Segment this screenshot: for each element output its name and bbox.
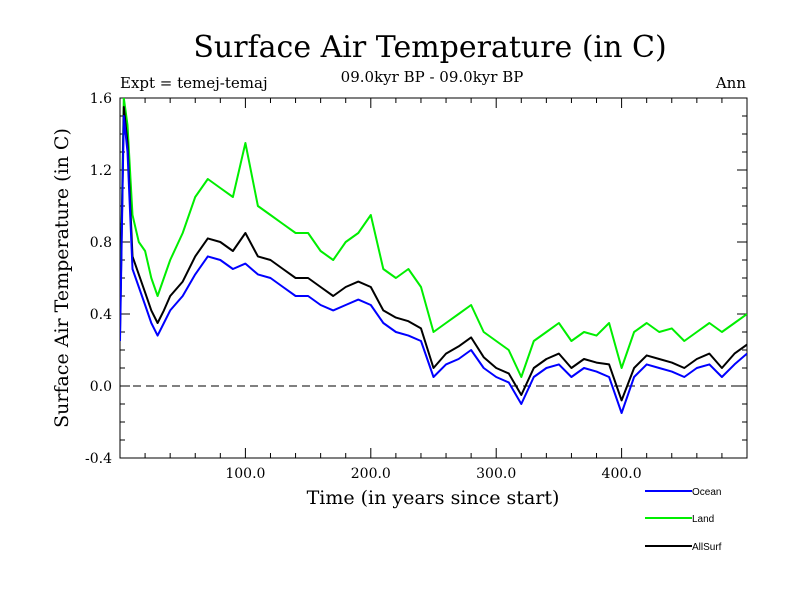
x-tick-label: 300.0 — [476, 466, 516, 482]
chart-subtitle: 09.0kyr BP - 09.0kyr BP — [341, 68, 524, 86]
y-tick-label: 0.0 — [90, 379, 112, 395]
experiment-label: Expt = temej-temaj — [120, 74, 268, 92]
chart-title: Surface Air Temperature (in C) — [193, 30, 666, 65]
series-line-allsurf — [120, 106, 747, 402]
y-tick-label: 0.8 — [90, 235, 112, 251]
x-axis-label: Time (in years since start) — [307, 487, 560, 509]
period-label: Ann — [715, 74, 746, 92]
x-tick-label: 100.0 — [225, 466, 265, 482]
y-tick-label: 1.2 — [90, 163, 112, 179]
legend-label-land: Land — [692, 514, 714, 525]
series-line-ocean — [120, 115, 747, 414]
y-axis-label: Surface Air Temperature (in C) — [51, 128, 73, 428]
legend-label-ocean: Ocean — [692, 487, 721, 498]
y-tick-label: 1.6 — [90, 91, 112, 107]
x-tick-label: 400.0 — [602, 466, 642, 482]
y-tick-label: -0.4 — [85, 451, 112, 467]
y-tick-label: 0.4 — [90, 307, 112, 323]
plot-frame — [119, 97, 748, 459]
series-line-land — [120, 98, 747, 378]
x-tick-label: 200.0 — [351, 466, 391, 482]
legend-label-allsurf: AllSurf — [692, 542, 722, 553]
